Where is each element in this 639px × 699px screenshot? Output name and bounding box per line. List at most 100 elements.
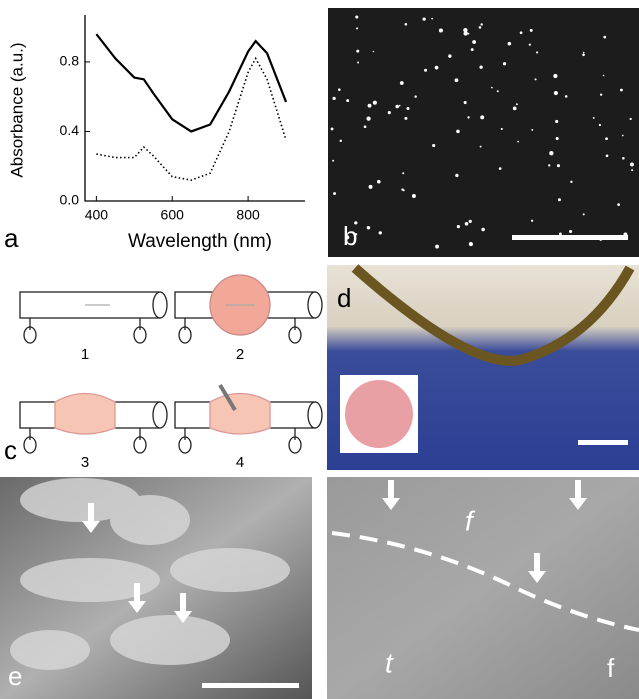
particle [354, 233, 358, 236]
arrows [382, 480, 587, 583]
data-line [96, 56, 287, 181]
particle [357, 61, 360, 64]
particle [346, 99, 350, 103]
particle [629, 162, 634, 167]
step-label: 2 [236, 346, 244, 363]
y-tick-label: 0.4 [60, 122, 80, 138]
region-label: t [385, 647, 394, 678]
particle [332, 96, 336, 100]
particle [463, 100, 467, 105]
particle [468, 219, 472, 223]
particle [456, 129, 460, 134]
panel-label: d [337, 283, 351, 313]
schematic [19, 274, 323, 454]
particle [368, 184, 373, 189]
particle [570, 180, 573, 184]
particle [354, 221, 358, 225]
particle [553, 73, 558, 79]
particle [553, 90, 558, 96]
particle [603, 35, 607, 39]
particle [414, 95, 417, 98]
particle [555, 119, 559, 124]
particles [330, 15, 634, 249]
particle [338, 88, 341, 91]
panel-label: a [4, 223, 19, 253]
particle [600, 93, 603, 96]
chart: 0.0 0.4 0.8 400 600 800 [60, 15, 305, 223]
particle [479, 65, 483, 69]
particle [531, 128, 534, 131]
particle [605, 137, 608, 141]
particle [467, 116, 470, 119]
particle [404, 22, 408, 26]
particle [617, 203, 621, 207]
particle [529, 28, 533, 32]
particle [431, 17, 434, 20]
y-axis-label: Absorbance (a.u.) [7, 42, 26, 177]
panel-label: f [607, 653, 615, 683]
particle [479, 145, 482, 148]
particle [366, 226, 371, 230]
particle [598, 123, 602, 127]
particle [398, 104, 401, 107]
particle [620, 88, 623, 92]
arrows [82, 503, 192, 623]
particle [555, 137, 559, 141]
particle [500, 127, 503, 130]
particle [582, 51, 585, 54]
region-label: f [465, 505, 476, 536]
particle [435, 244, 440, 249]
particle [592, 116, 595, 119]
scale-bar [578, 440, 628, 445]
particle [557, 198, 561, 202]
particle [478, 26, 482, 29]
particle [629, 117, 632, 121]
particle [463, 27, 468, 33]
panel-label: b [343, 221, 357, 251]
panel-label: c [4, 435, 17, 465]
particle [622, 156, 625, 160]
particle [558, 232, 562, 236]
particle [602, 74, 605, 77]
particle [491, 86, 493, 89]
particle [332, 159, 335, 162]
tissue-layer [351, 264, 635, 366]
particle [472, 40, 477, 44]
axis [84, 15, 305, 202]
particle [345, 235, 350, 240]
particle [387, 111, 391, 115]
inset-disk [345, 380, 413, 448]
particle [480, 23, 483, 26]
y-tick-label: 0.0 [60, 192, 80, 208]
particle [530, 219, 534, 222]
particle [455, 173, 459, 178]
particle [422, 17, 426, 21]
particle [432, 143, 436, 148]
particle [401, 188, 404, 191]
particle [377, 179, 381, 184]
particle [395, 104, 399, 109]
particle [434, 65, 439, 70]
particle [448, 54, 452, 58]
particle [406, 106, 410, 111]
particle [363, 125, 367, 129]
particle [621, 134, 624, 137]
step-label: 1 [81, 346, 89, 363]
particle [411, 193, 416, 198]
particle [402, 172, 405, 175]
particle [438, 28, 443, 33]
particle [498, 167, 502, 170]
particle [378, 231, 382, 235]
x-tick-label: 800 [236, 207, 260, 223]
particle [355, 15, 359, 19]
particle [366, 116, 371, 121]
boundary [331, 531, 639, 632]
particle [582, 53, 585, 57]
particle [356, 49, 360, 53]
particle [404, 116, 408, 120]
particle [528, 43, 531, 46]
particle [464, 221, 469, 226]
particle [631, 169, 634, 172]
particle [424, 68, 428, 72]
